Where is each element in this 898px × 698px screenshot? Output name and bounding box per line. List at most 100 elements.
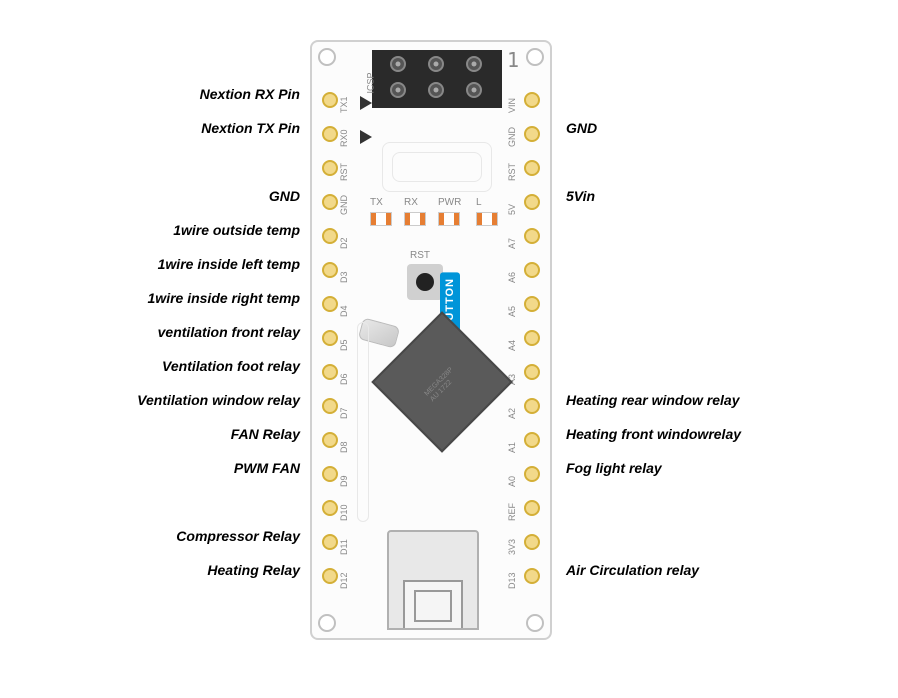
pin-hole: [322, 126, 338, 142]
pin-label-left: 1wire inside right temp: [148, 290, 300, 306]
pin-hole: [524, 228, 540, 244]
led-label: RX: [404, 197, 418, 208]
led-indicator: [438, 212, 460, 226]
pin-label-left: Ventilation foot relay: [162, 358, 300, 374]
pin-silk-label: A2: [507, 408, 517, 419]
pin-label-right: Fog light relay: [566, 460, 662, 476]
pin-silk-label: A7: [507, 238, 517, 249]
pin-label-left: Nextion TX Pin: [201, 120, 300, 136]
pin-silk-label: 5V: [507, 204, 517, 215]
pin-silk-label: RX0: [339, 129, 349, 147]
pin-silk-label: D4: [339, 305, 349, 317]
pin-hole: [524, 364, 540, 380]
led-indicator: [476, 212, 498, 226]
rx-arrow-icon: [360, 130, 372, 144]
pin-silk-label: D12: [339, 572, 349, 589]
pin-silk-label: D3: [339, 271, 349, 283]
led-label: L: [476, 197, 482, 208]
pin-label-right: 5Vin: [566, 188, 595, 204]
pin-silk-label: RST: [507, 163, 517, 181]
pin-silk-label: D5: [339, 339, 349, 351]
pin-silk-label: D6: [339, 373, 349, 385]
reset-button[interactable]: [407, 264, 443, 300]
pin-label-left: GND: [269, 188, 300, 204]
pin-hole: [524, 92, 540, 108]
pin-label-left: PWM FAN: [234, 460, 300, 476]
mounting-hole: [318, 48, 336, 66]
pin-hole: [524, 568, 540, 584]
pin-label-left: Compressor Relay: [176, 528, 300, 544]
pin-label-right: GND: [566, 120, 597, 136]
pin-hole: [524, 330, 540, 346]
pin-silk-label: D2: [339, 237, 349, 249]
pin-hole: [322, 262, 338, 278]
pin-silk-label: D9: [339, 475, 349, 487]
pin-label-left: FAN Relay: [231, 426, 300, 442]
mounting-hole: [526, 48, 544, 66]
pin-silk-label: D8: [339, 441, 349, 453]
pin-hole: [524, 126, 540, 142]
pin-hole: [322, 432, 338, 448]
led-label: PWR: [438, 197, 461, 208]
pin-silk-label: A1: [507, 442, 517, 453]
pin-hole: [524, 398, 540, 414]
pin-hole: [322, 500, 338, 516]
pin-silk-label: D7: [339, 407, 349, 419]
pin-hole: [524, 296, 540, 312]
pin-label-right: Air Circulation relay: [566, 562, 699, 578]
pin-hole: [524, 466, 540, 482]
pin-silk-label: TX1: [339, 96, 349, 113]
pin-hole: [524, 432, 540, 448]
pin-silk-label: GND: [507, 127, 517, 147]
pin-silk-label: A0: [507, 476, 517, 487]
arduino-nano-board: ICSP 1 TX1 RX0 RST GND D2 D3 D4 D5 D6 D7 D8 D9 D10 D1…: [310, 40, 552, 640]
rst-label: RST: [410, 250, 430, 261]
pin-hole: [322, 466, 338, 482]
pin-hole: [322, 398, 338, 414]
pin-silk-label: A4: [507, 340, 517, 351]
pin-hole: [322, 92, 338, 108]
pin-label-left: Nextion RX Pin: [200, 86, 300, 102]
pin-silk-label: D10: [339, 504, 349, 521]
pin-label-left: ventilation front relay: [158, 324, 300, 340]
pin-silk-label: D13: [507, 572, 517, 589]
pin-silk-label: A5: [507, 306, 517, 317]
led-indicator: [370, 212, 392, 226]
pin-hole: [524, 262, 540, 278]
led-label: TX: [370, 197, 383, 208]
pin-hole: [322, 364, 338, 380]
pin-label-right: Heating front windowrelay: [566, 426, 741, 442]
pin-hole: [322, 228, 338, 244]
pin-label-left: Ventilation window relay: [137, 392, 300, 408]
icsp-header: [372, 50, 502, 108]
pin-hole: [524, 160, 540, 176]
pin-silk-label: VIN: [507, 98, 517, 113]
pin-silk-label: D11: [339, 539, 349, 555]
pin-silk-label: RST: [339, 163, 349, 181]
mounting-hole: [318, 614, 336, 632]
pinout-diagram: Nextion RX Pin Nextion TX Pin GND 1wire out…: [0, 0, 898, 698]
pin-hole: [322, 568, 338, 584]
icsp-label: ICSP: [366, 72, 376, 93]
pin-hole: [322, 296, 338, 312]
pin-hole: [524, 194, 540, 210]
pin-label-right: Heating rear window relay: [566, 392, 740, 408]
pin-silk-label: 3V3: [507, 539, 517, 555]
led-indicator: [404, 212, 426, 226]
pin-hole: [322, 534, 338, 550]
pin-label-left: 1wire outside temp: [173, 222, 300, 238]
pin-hole: [322, 194, 338, 210]
pin-silk-label: REF: [507, 503, 517, 521]
pin-hole: [524, 534, 540, 550]
usb-connector: [387, 530, 479, 630]
pin-one-marker: 1: [507, 48, 519, 72]
pin-hole: [322, 160, 338, 176]
pin-silk-label: A6: [507, 272, 517, 283]
pin-label-left: Heating Relay: [207, 562, 300, 578]
tx-arrow-icon: [360, 96, 372, 110]
pin-hole: [524, 500, 540, 516]
mounting-hole: [526, 614, 544, 632]
pin-silk-label: GND: [339, 195, 349, 215]
pin-hole: [322, 330, 338, 346]
pin-label-left: 1wire inside left temp: [158, 256, 300, 272]
